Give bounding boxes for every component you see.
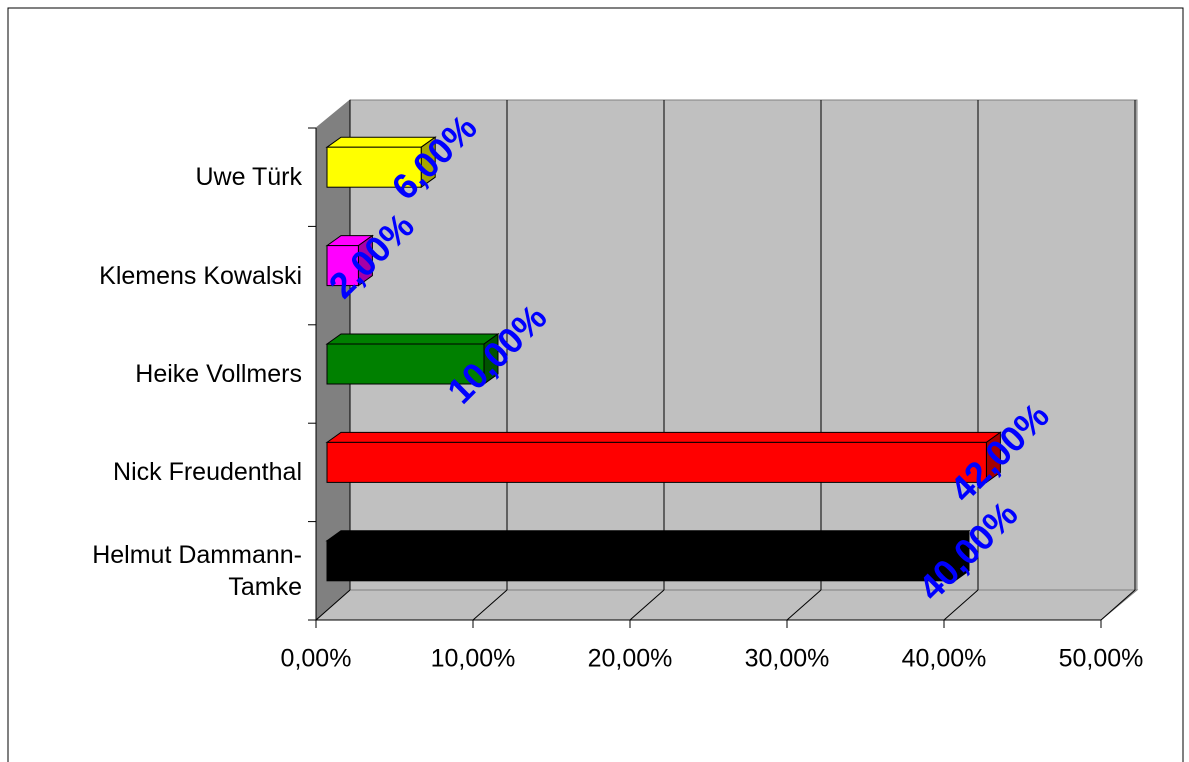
bar-side-shade bbox=[955, 530, 969, 581]
bar bbox=[326, 245, 359, 287]
bar bbox=[326, 146, 422, 188]
x-tick-label: 0,00% bbox=[281, 645, 352, 673]
bar-side-shade bbox=[421, 137, 436, 188]
bar bbox=[326, 441, 987, 483]
x-tick-label: 40,00% bbox=[902, 645, 987, 673]
y-tick-label: Klemens Kowalski bbox=[99, 261, 302, 290]
bar bbox=[326, 540, 956, 582]
x-tick-label: 50,00% bbox=[1059, 645, 1144, 673]
bar-side-shade bbox=[986, 432, 1001, 483]
grid-line bbox=[1100, 589, 1136, 621]
x-tick-label: 20,00% bbox=[588, 645, 673, 673]
bar-top bbox=[325, 530, 971, 542]
x-tick-label: 30,00% bbox=[745, 645, 830, 673]
floor bbox=[314, 589, 1139, 621]
grid-line bbox=[629, 589, 665, 621]
grid-line bbox=[472, 589, 508, 621]
bar-side-shade bbox=[484, 334, 498, 384]
grid-line bbox=[315, 589, 351, 621]
y-tick-label: Helmut Dammann-Tamke bbox=[92, 540, 302, 601]
bar-top bbox=[325, 333, 500, 345]
x-tick-label: 10,00% bbox=[431, 645, 516, 673]
grid-line bbox=[943, 589, 979, 621]
bar bbox=[326, 343, 485, 385]
bar-side-shade bbox=[358, 235, 373, 286]
bar-top bbox=[325, 431, 1002, 443]
y-tick-label: Uwe Türk bbox=[195, 163, 302, 192]
grid-line bbox=[786, 589, 822, 621]
y-tick-label: Heike Vollmers bbox=[135, 360, 302, 388]
y-tick-label: Nick Freudenthal bbox=[113, 458, 302, 487]
